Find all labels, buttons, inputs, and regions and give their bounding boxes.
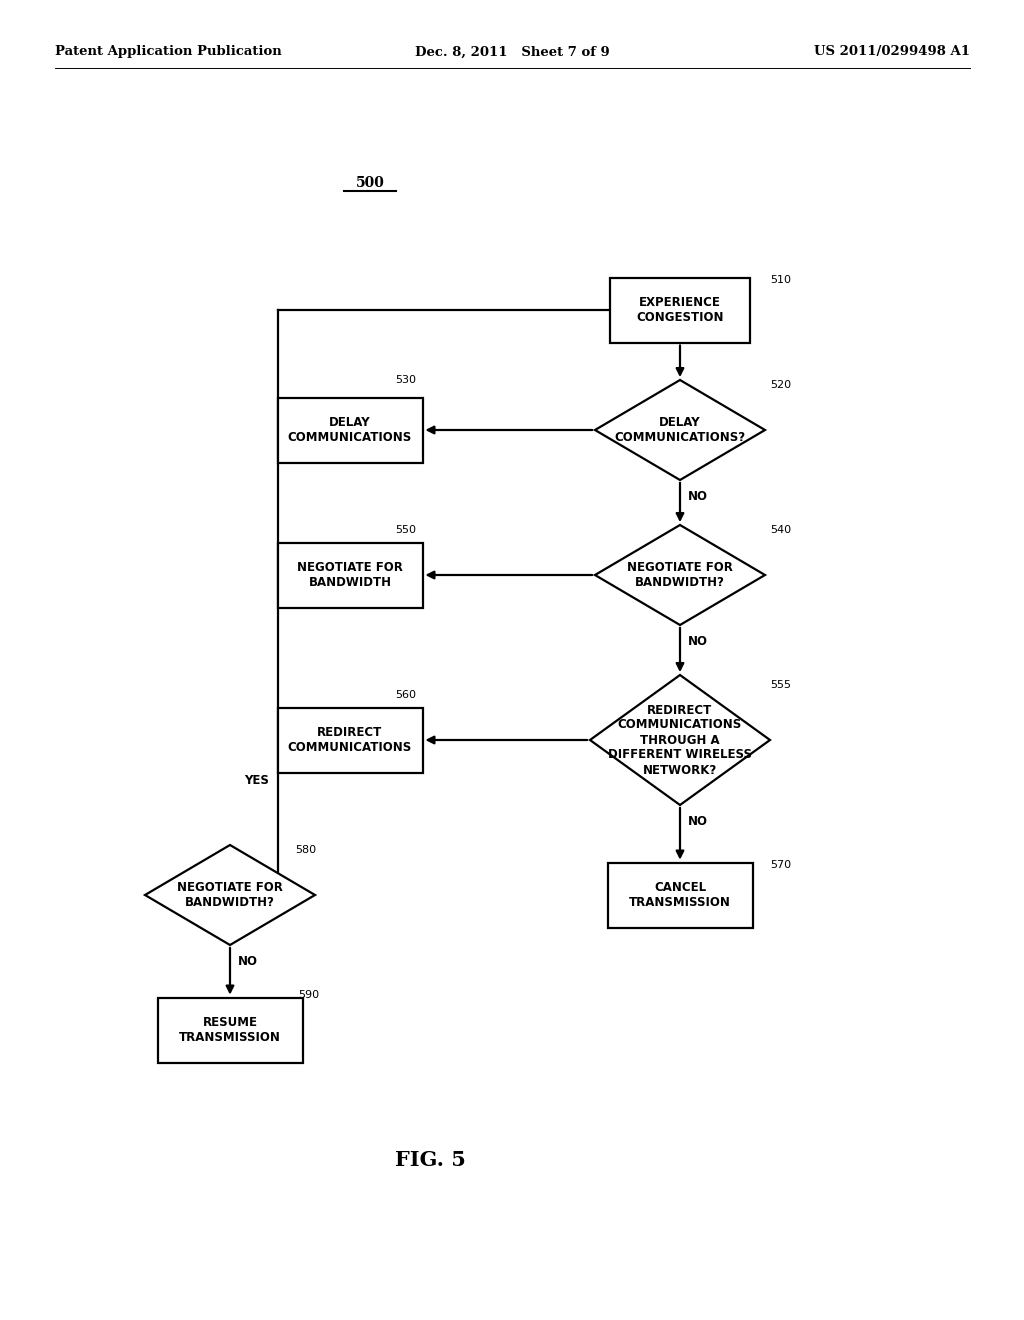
Polygon shape — [595, 525, 765, 624]
Polygon shape — [595, 380, 765, 480]
FancyBboxPatch shape — [278, 397, 423, 462]
Text: CANCEL
TRANSMISSION: CANCEL TRANSMISSION — [629, 880, 731, 909]
Text: 520: 520 — [770, 380, 792, 389]
FancyBboxPatch shape — [158, 998, 302, 1063]
Text: FIG. 5: FIG. 5 — [394, 1150, 466, 1170]
FancyBboxPatch shape — [278, 543, 423, 607]
Text: US 2011/0299498 A1: US 2011/0299498 A1 — [814, 45, 970, 58]
FancyBboxPatch shape — [278, 708, 423, 772]
Text: RESUME
TRANSMISSION: RESUME TRANSMISSION — [179, 1016, 281, 1044]
Text: NO: NO — [688, 635, 708, 648]
Text: 570: 570 — [770, 861, 792, 870]
Text: Dec. 8, 2011   Sheet 7 of 9: Dec. 8, 2011 Sheet 7 of 9 — [415, 45, 609, 58]
Text: 590: 590 — [298, 990, 319, 1001]
Text: 555: 555 — [770, 680, 791, 690]
Text: NEGOTIATE FOR
BANDWIDTH?: NEGOTIATE FOR BANDWIDTH? — [177, 880, 283, 909]
Text: Patent Application Publication: Patent Application Publication — [55, 45, 282, 58]
Text: 560: 560 — [395, 690, 416, 700]
FancyBboxPatch shape — [610, 277, 750, 342]
Text: NEGOTIATE FOR
BANDWIDTH: NEGOTIATE FOR BANDWIDTH — [297, 561, 402, 589]
Text: 580: 580 — [295, 845, 316, 855]
FancyBboxPatch shape — [607, 862, 753, 928]
Text: DELAY
COMMUNICATIONS: DELAY COMMUNICATIONS — [288, 416, 412, 444]
Text: 530: 530 — [395, 375, 416, 385]
Text: NO: NO — [688, 814, 708, 828]
Polygon shape — [145, 845, 315, 945]
Text: 510: 510 — [770, 275, 791, 285]
Text: 550: 550 — [395, 525, 416, 535]
Text: REDIRECT
COMMUNICATIONS: REDIRECT COMMUNICATIONS — [288, 726, 412, 754]
Text: EXPERIENCE
CONGESTION: EXPERIENCE CONGESTION — [636, 296, 724, 323]
Text: 500: 500 — [355, 176, 384, 190]
Text: NO: NO — [238, 954, 258, 968]
Text: YES: YES — [245, 774, 269, 787]
Polygon shape — [590, 675, 770, 805]
Text: NO: NO — [688, 490, 708, 503]
Text: REDIRECT
COMMUNICATIONS
THROUGH A
DIFFERENT WIRELESS
NETWORK?: REDIRECT COMMUNICATIONS THROUGH A DIFFER… — [608, 704, 752, 776]
Text: 540: 540 — [770, 525, 792, 535]
Text: NEGOTIATE FOR
BANDWIDTH?: NEGOTIATE FOR BANDWIDTH? — [627, 561, 733, 589]
Text: DELAY
COMMUNICATIONS?: DELAY COMMUNICATIONS? — [614, 416, 745, 444]
